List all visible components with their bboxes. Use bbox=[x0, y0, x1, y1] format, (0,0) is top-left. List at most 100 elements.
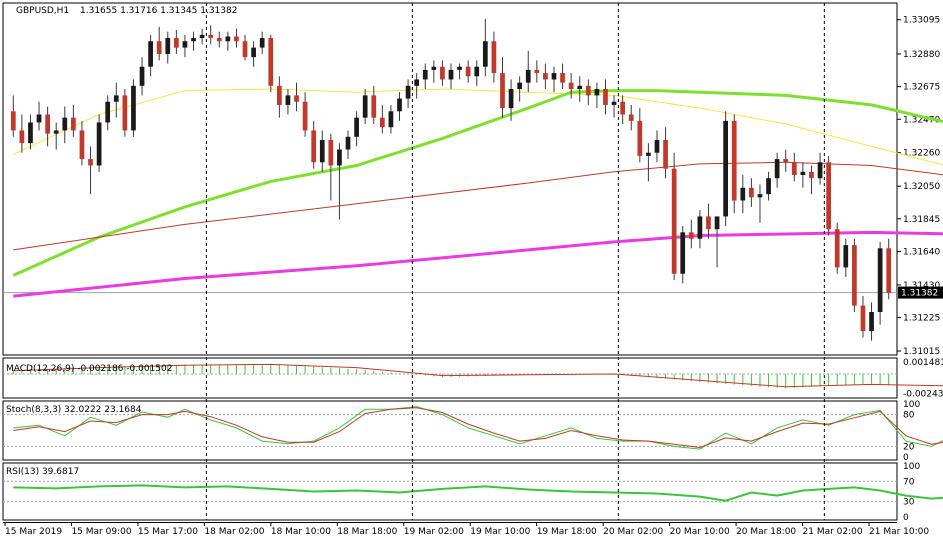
candle[interactable] bbox=[113, 82, 119, 118]
candle[interactable] bbox=[852, 238, 857, 312]
candle[interactable] bbox=[422, 63, 428, 90]
candle[interactable] bbox=[543, 63, 548, 90]
candle[interactable] bbox=[508, 79, 514, 121]
candle[interactable] bbox=[285, 89, 291, 115]
candle[interactable] bbox=[749, 178, 754, 207]
candle[interactable] bbox=[105, 95, 111, 131]
candle[interactable] bbox=[354, 111, 359, 147]
candle[interactable] bbox=[766, 171, 771, 201]
candle[interactable] bbox=[560, 63, 565, 90]
candle[interactable] bbox=[182, 34, 188, 58]
candle[interactable] bbox=[242, 34, 248, 61]
candle[interactable] bbox=[783, 149, 789, 172]
candle[interactable] bbox=[663, 127, 668, 179]
candle[interactable] bbox=[319, 130, 325, 172]
candle[interactable] bbox=[886, 238, 892, 300]
candle[interactable] bbox=[10, 95, 16, 137]
candle[interactable] bbox=[122, 89, 128, 137]
candle[interactable] bbox=[517, 76, 523, 102]
candle[interactable] bbox=[397, 92, 402, 121]
candle[interactable] bbox=[19, 114, 25, 153]
candle[interactable] bbox=[714, 216, 720, 268]
candle[interactable] bbox=[628, 104, 634, 131]
candle[interactable] bbox=[740, 175, 746, 214]
candle[interactable] bbox=[551, 66, 557, 93]
candle[interactable] bbox=[79, 120, 85, 166]
candle[interactable] bbox=[611, 95, 617, 118]
candle[interactable] bbox=[826, 155, 831, 236]
candle[interactable] bbox=[843, 238, 849, 277]
candle[interactable] bbox=[276, 76, 282, 118]
candle[interactable] bbox=[88, 146, 93, 195]
candle[interactable] bbox=[294, 82, 299, 112]
candle[interactable] bbox=[371, 85, 377, 125]
candle[interactable] bbox=[302, 92, 308, 137]
candle[interactable] bbox=[594, 82, 600, 109]
candle[interactable] bbox=[525, 50, 531, 93]
candle[interactable] bbox=[757, 184, 763, 223]
candle[interactable] bbox=[414, 73, 420, 99]
candle[interactable] bbox=[706, 203, 711, 239]
candle[interactable] bbox=[208, 25, 214, 45]
candle[interactable] bbox=[646, 143, 651, 182]
candle[interactable] bbox=[877, 241, 883, 325]
candle[interactable] bbox=[139, 57, 145, 96]
candle[interactable] bbox=[251, 41, 256, 67]
candle[interactable] bbox=[148, 34, 153, 77]
candle[interactable] bbox=[405, 79, 411, 109]
candle[interactable] bbox=[534, 60, 540, 83]
candle[interactable] bbox=[603, 79, 608, 115]
candle[interactable] bbox=[234, 28, 239, 48]
candle[interactable] bbox=[440, 60, 445, 86]
candle[interactable] bbox=[62, 106, 68, 144]
candle[interactable] bbox=[388, 104, 394, 134]
candle[interactable] bbox=[654, 130, 660, 163]
candle[interactable] bbox=[337, 143, 342, 220]
candle[interactable] bbox=[191, 31, 196, 51]
candle[interactable] bbox=[680, 225, 686, 284]
candle[interactable] bbox=[731, 114, 737, 214]
candle[interactable] bbox=[620, 95, 626, 125]
candle[interactable] bbox=[345, 130, 351, 160]
candle[interactable] bbox=[577, 76, 583, 102]
candle[interactable] bbox=[71, 104, 76, 137]
candle[interactable] bbox=[817, 152, 823, 185]
candle[interactable] bbox=[53, 122, 59, 150]
candle[interactable] bbox=[362, 89, 368, 125]
candle[interactable] bbox=[131, 79, 136, 137]
candle[interactable] bbox=[791, 152, 797, 182]
candle[interactable] bbox=[774, 152, 780, 188]
candle[interactable] bbox=[173, 30, 179, 54]
candle[interactable] bbox=[671, 152, 677, 281]
candle[interactable] bbox=[457, 63, 462, 80]
candle[interactable] bbox=[723, 111, 729, 226]
candle[interactable] bbox=[156, 26, 162, 61]
candle[interactable] bbox=[225, 31, 231, 51]
candle[interactable] bbox=[96, 114, 102, 172]
candle[interactable] bbox=[431, 60, 437, 83]
candle[interactable] bbox=[28, 114, 33, 150]
candle[interactable] bbox=[165, 31, 171, 64]
candle[interactable] bbox=[637, 108, 643, 163]
candle[interactable] bbox=[568, 73, 574, 99]
candle[interactable] bbox=[448, 63, 454, 90]
rsi-panel[interactable]: 100 70 30 0 bbox=[2, 462, 943, 523]
candle[interactable] bbox=[869, 302, 874, 341]
candle[interactable] bbox=[585, 79, 591, 105]
candle[interactable] bbox=[465, 60, 471, 83]
candle[interactable] bbox=[482, 18, 488, 77]
candle[interactable] bbox=[259, 31, 265, 54]
candle[interactable] bbox=[800, 162, 806, 188]
candle[interactable] bbox=[860, 296, 866, 338]
candle[interactable] bbox=[45, 106, 50, 147]
candle[interactable] bbox=[491, 31, 497, 83]
candle[interactable] bbox=[328, 133, 334, 201]
candle[interactable] bbox=[834, 222, 840, 274]
candle[interactable] bbox=[697, 210, 703, 249]
candle[interactable] bbox=[216, 31, 222, 48]
macd-panel[interactable]: 0.001481 -0.002438 bbox=[2, 357, 943, 400]
candle[interactable] bbox=[199, 28, 205, 45]
candle[interactable] bbox=[36, 101, 42, 131]
